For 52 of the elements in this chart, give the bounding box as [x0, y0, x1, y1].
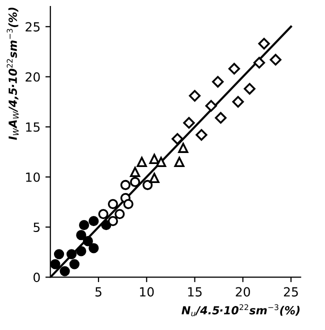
point	[196, 129, 208, 141]
point	[183, 117, 195, 129]
point	[178, 142, 188, 153]
point	[120, 180, 131, 190]
point	[136, 156, 147, 168]
point	[108, 198, 118, 210]
point	[88, 243, 99, 254]
point	[232, 96, 244, 108]
text: I$_{W}$A$_{W}$/4,5·10$^{22}$sm$^{−3}$(%)	[6, 8, 19, 140]
point	[228, 62, 240, 75]
point	[130, 176, 140, 188]
point	[114, 208, 125, 220]
y-tick-label: 15	[26, 122, 40, 132]
x-tick-label: 20	[236, 287, 250, 297]
point	[123, 198, 134, 210]
point	[60, 266, 70, 276]
point	[156, 156, 166, 168]
x-tick-label: 10	[140, 287, 154, 297]
point	[149, 154, 160, 164]
x-tick-label: 25	[284, 287, 298, 297]
y-tick-label: 0	[34, 272, 40, 282]
point	[174, 156, 184, 168]
point	[108, 216, 118, 226]
point	[205, 100, 217, 112]
point	[214, 112, 227, 124]
y-tick-label: 5	[34, 222, 40, 232]
point	[244, 82, 256, 95]
point	[270, 54, 282, 66]
point	[172, 133, 184, 145]
y-tick-label: 20	[26, 72, 40, 82]
point	[130, 166, 140, 178]
point	[76, 230, 86, 240]
point	[212, 76, 224, 88]
x-tick-label: 5	[95, 287, 102, 297]
point	[98, 208, 108, 220]
point	[188, 90, 201, 102]
point	[258, 38, 270, 50]
point	[50, 259, 60, 270]
point	[142, 180, 153, 190]
y-tick-label: 25	[26, 22, 40, 32]
point	[69, 259, 80, 270]
point	[253, 56, 266, 69]
point	[54, 249, 64, 260]
point	[66, 249, 77, 260]
point	[88, 216, 99, 226]
y-tick-label: 10	[26, 172, 40, 182]
x-tick-label: 15	[188, 287, 202, 297]
point	[78, 220, 90, 230]
x-axis-title: N$_{u}$/4.5·10$^{22}$sm$^{−3}$(%)	[182, 304, 300, 316]
point	[149, 172, 160, 184]
point	[76, 246, 86, 256]
point	[82, 236, 93, 246]
